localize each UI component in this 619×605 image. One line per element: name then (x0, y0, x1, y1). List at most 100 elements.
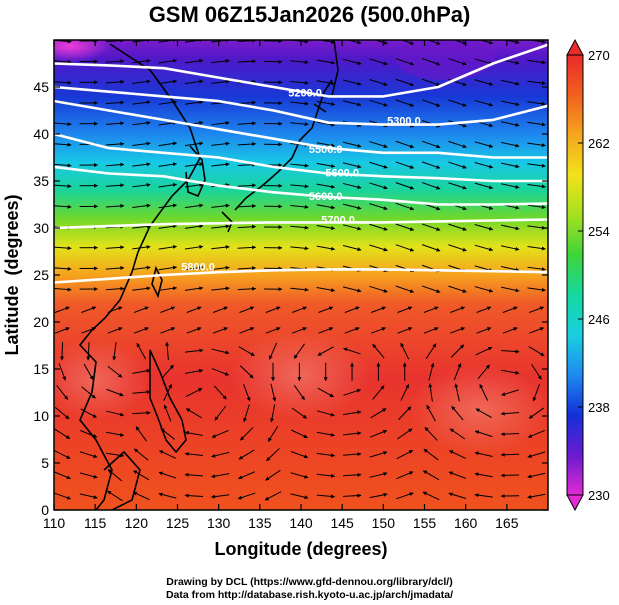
wind-arrow (501, 121, 520, 127)
wind-arrow (291, 327, 307, 334)
wind-arrow (211, 451, 230, 458)
wind-arrow (107, 490, 123, 502)
wind-arrow (54, 327, 70, 334)
wind-arrow (316, 204, 336, 210)
cold-core-blob (54, 40, 110, 62)
wind-arrow (291, 407, 308, 419)
wind-arrow (293, 384, 305, 401)
wind-arrow (132, 121, 151, 126)
credit-data: Data from http://database.rish.kyoto-u.a… (165, 589, 454, 601)
wind-arrow (290, 204, 309, 209)
wind-arrow (423, 448, 439, 461)
wind-arrow (448, 244, 467, 252)
wind-arrow (238, 471, 256, 480)
wind-arrow (342, 162, 362, 169)
wind-arrow (54, 204, 72, 209)
wind-arrow (54, 184, 72, 189)
wind-arrow (454, 383, 460, 402)
wind-arrow (184, 286, 204, 291)
wind-arrow (105, 141, 125, 146)
wind-arrow (264, 491, 282, 501)
wind-arrow (106, 388, 124, 397)
wind-arrow (342, 79, 362, 86)
wind-arrow (371, 327, 386, 334)
wind-arrow (448, 99, 467, 107)
wind-arrow (211, 59, 230, 64)
wind-arrow (135, 426, 147, 442)
contour-label: 5700.0 (321, 214, 355, 226)
height-contour-line (54, 43, 548, 98)
wind-arrow (448, 450, 466, 459)
wind-arrow (105, 286, 125, 291)
wind-arrow (527, 121, 546, 127)
wind-arrow (158, 286, 178, 291)
wind-arrow (79, 472, 98, 479)
wind-arrow (266, 447, 280, 462)
wind-arrow (501, 389, 519, 396)
wind-arrow (421, 58, 441, 66)
wind-arrow (502, 306, 518, 313)
wind-arrow (422, 491, 440, 501)
wind-arrow (211, 348, 230, 355)
y-axis-ticks: 0 5 10 15 20 25 30 35 40 45 (33, 79, 548, 518)
x-tick-label: 150 (372, 515, 396, 531)
wind-arrow (477, 364, 490, 380)
wind-arrow (527, 429, 545, 438)
wind-arrow (421, 78, 441, 87)
wind-arrow (54, 306, 70, 313)
plot-area: 5200.0 5300.0 5500.0 5600.0 5600.0 5700.0 5800… (54, 40, 548, 510)
wind-arrow (161, 364, 174, 379)
wind-arrow (132, 162, 151, 167)
wind-arrow (158, 79, 178, 85)
wind-arrow (238, 346, 255, 357)
wind-arrow (343, 431, 362, 436)
wind-arrow (290, 472, 309, 479)
wind-arrow (369, 203, 388, 211)
wind-arrow (237, 286, 257, 291)
wind-arrow (343, 410, 362, 416)
wind-arrow (132, 265, 151, 271)
wind-arrow (81, 386, 96, 399)
wind-arrow (500, 452, 520, 457)
wind-arrow (239, 306, 255, 313)
wind-arrow (527, 246, 546, 251)
wind-arrow (369, 161, 388, 169)
wind-arrow (395, 202, 415, 211)
y-tick-label: 15 (33, 361, 49, 377)
wind-arrow (212, 327, 228, 334)
wind-arrow (316, 452, 336, 458)
wind-arrow (238, 449, 255, 460)
x-tick-label: 160 (454, 515, 478, 531)
wind-arrow (211, 429, 229, 438)
wind-arrow (474, 493, 493, 498)
contour-label: 5200.0 (288, 87, 322, 99)
wind-arrow (342, 58, 362, 65)
wind-arrow (527, 59, 546, 65)
wind-arrow (422, 470, 440, 481)
wind-arrow (343, 472, 362, 477)
wind-arrow (237, 100, 257, 105)
wind-arrow (318, 327, 334, 334)
wind-arrow (479, 384, 489, 401)
wind-arrow (527, 493, 546, 499)
wind-arrow (293, 343, 305, 359)
wind-arrow (400, 40, 415, 45)
wind-arrow (158, 162, 178, 167)
wind-arrow (211, 286, 230, 291)
wind-arrow (54, 287, 72, 292)
wind-arrow (450, 344, 465, 358)
wind-arrow (106, 410, 125, 417)
wind-arrow (346, 40, 362, 45)
wind-arrow (316, 410, 335, 417)
wind-arrow (342, 100, 362, 107)
wind-arrow (342, 141, 362, 148)
wind-arrow (158, 182, 178, 188)
wind-arrow (184, 430, 203, 437)
wind-arrow (107, 365, 123, 378)
height-contour-line (54, 165, 548, 206)
colorbar-scale (566, 54, 584, 496)
wind-arrow (54, 246, 72, 251)
wind-arrow (316, 245, 336, 251)
wind-arrow (421, 140, 441, 149)
wind-arrow (133, 306, 149, 313)
